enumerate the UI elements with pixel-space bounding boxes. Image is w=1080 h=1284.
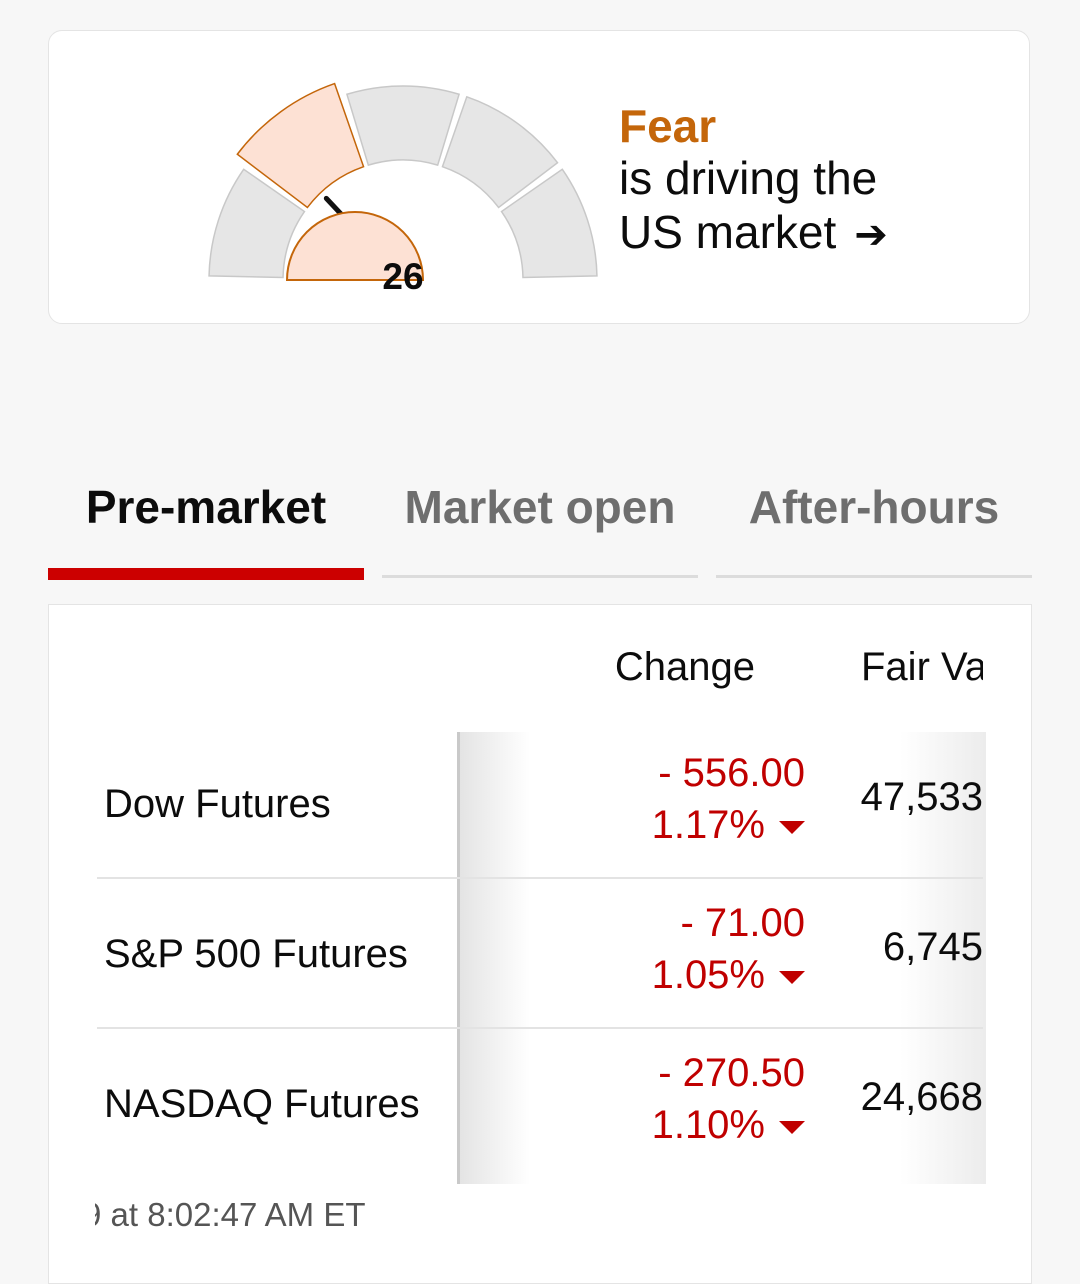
gauge-segment [236,82,365,209]
change-percent: 1.05% [651,953,765,997]
sentiment-line-1: is driving the [619,152,878,204]
fair-value-text: 24,668 [860,1074,983,1119]
gauge-segment [500,168,598,279]
change-percent: 1.17% [651,803,765,847]
tab-pre-market[interactable]: Pre-market [48,470,364,582]
down-triangle-icon [779,970,805,984]
row-change: - 71.00 1.05% [652,897,805,1001]
gauge-segment [208,168,306,279]
change-value: - 71.00 [680,901,805,945]
scrollable-columns[interactable] [457,732,986,1184]
gauge-value-bubble [285,211,425,281]
futures-table[interactable]: Change Fair Va Dow Futures - 556.00 1.17… [48,604,1032,1284]
sentiment-label: Fear [619,100,717,152]
timestamp-text: 9 at 8:02:47 AM ET [95,1196,366,1233]
row-name: Dow Futures [104,781,331,826]
fear-greed-gauge [208,82,598,281]
sentiment-line-2: US market [619,206,837,258]
tab-after-hours[interactable]: After-hours [716,470,1032,582]
row-divider [97,1027,983,1029]
table-row-sp500[interactable]: S&P 500 Futures - 71.00 1.05% 6,745 [97,879,983,1029]
tab-label: Market open [404,481,676,533]
tab-label: Pre-market [85,481,327,533]
last-updated-timestamp: 9 at 8:02:47 AM ET [95,1195,515,1235]
table-row-dow[interactable]: Dow Futures - 556.00 1.17% 47,533 [97,729,983,879]
fair-value-text: 47,533 [860,774,983,819]
fair-value-text: 6,745 [882,924,983,969]
tab-divider [716,575,1032,578]
gauge-value: 26 [382,256,424,297]
down-triangle-icon [779,820,805,834]
right-arrow-icon[interactable]: ➔ [854,213,888,257]
change-column-header: Change [614,645,755,689]
fear-greed-summary[interactable]: Fear is driving the US market ➔ [619,101,888,262]
row-name: S&P 500 Futures [104,931,408,976]
row-fair-value: 47,533 [809,729,983,865]
row-name: NASDAQ Futures [104,1081,420,1126]
change-value: - 270.50 [658,1051,805,1095]
gauge-segment [345,85,461,167]
row-change: - 270.50 1.10% [652,1047,805,1151]
tab-active-indicator [48,568,364,580]
tab-market-open[interactable]: Market open [382,470,698,582]
tab-divider [382,575,698,578]
tab-label: After-hours [748,481,1000,533]
market-session-tabs: Pre-market Market open After-hours [48,470,1032,582]
down-triangle-icon [779,1120,805,1134]
row-fair-value: 24,668 [809,1029,983,1165]
table-row-nasdaq[interactable]: NASDAQ Futures - 270.50 1.10% 24,668 [97,1029,983,1179]
fair-value-column-header: Fair Va [861,645,983,689]
row-divider [97,877,983,879]
row-change: - 556.00 1.17% [652,747,805,851]
fear-greed-card[interactable]: 26 Fear is driving the US market ➔ [48,30,1030,324]
row-fair-value: 6,745 [809,879,983,1015]
gauge-segment [441,95,559,209]
change-value: - 556.00 [658,751,805,795]
change-percent: 1.10% [651,1103,765,1147]
